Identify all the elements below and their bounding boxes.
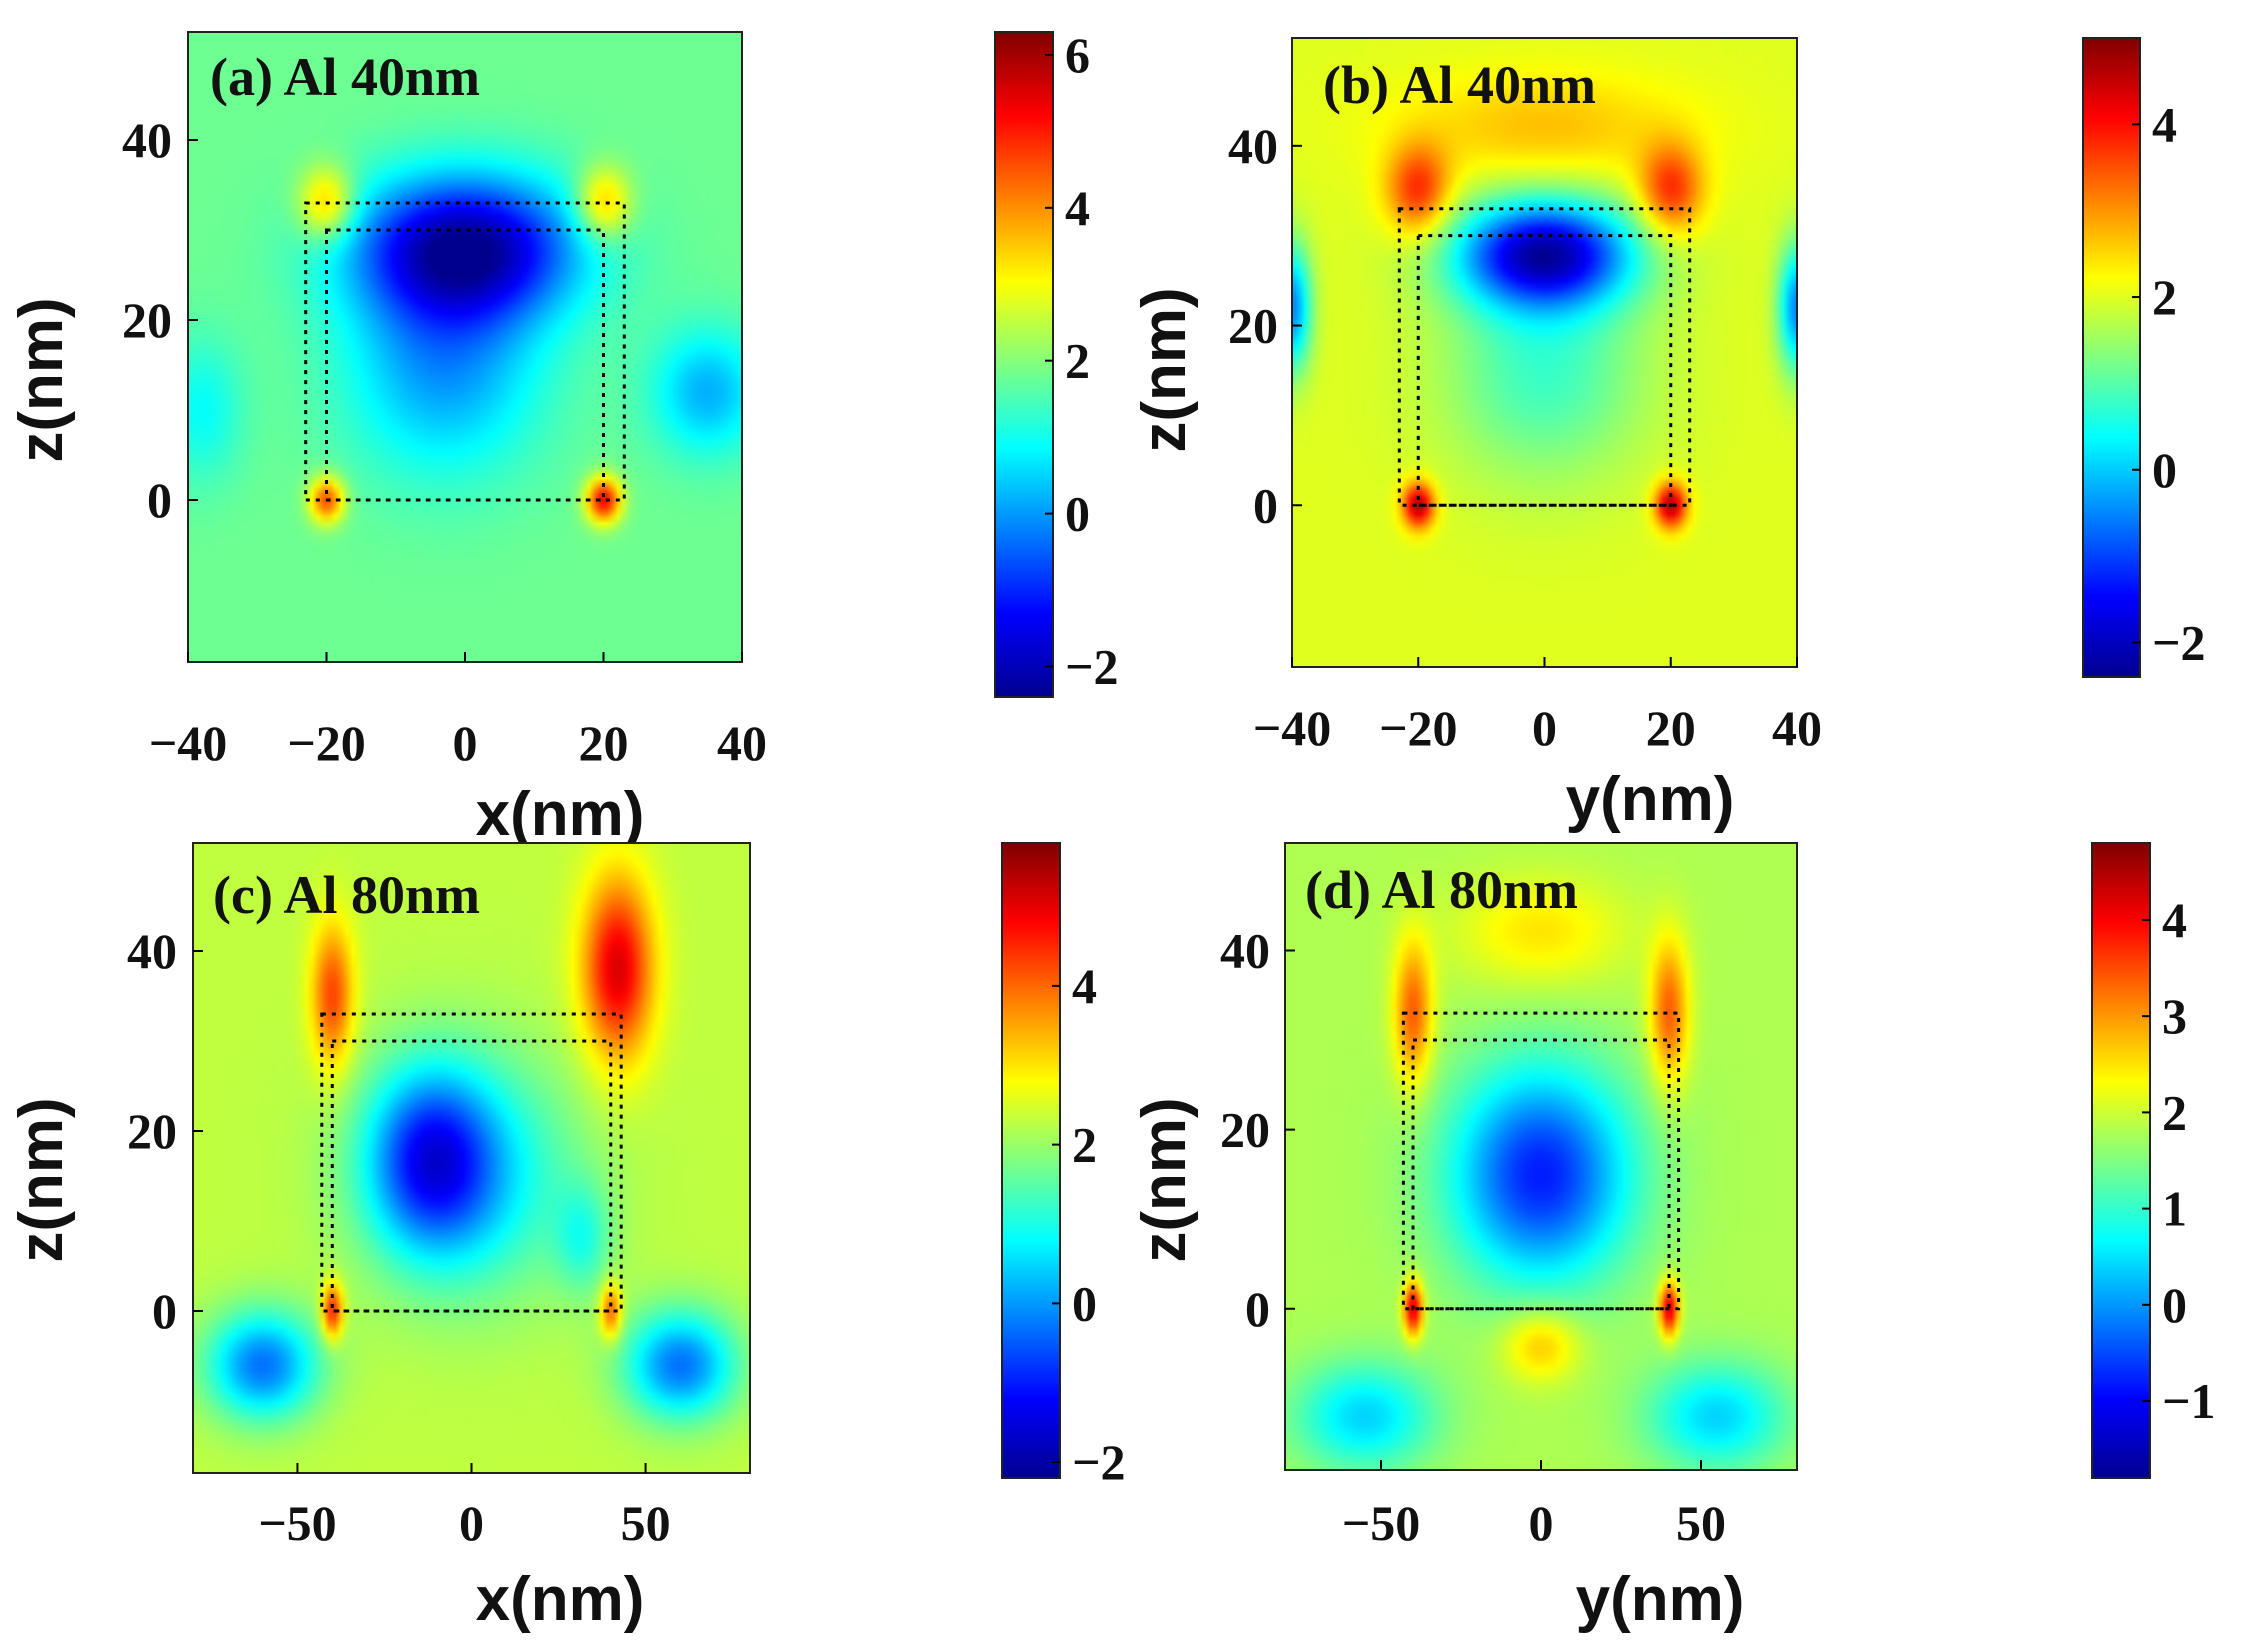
panel-c: −50 0 50 0 20 40 −2 0 2 4 (c) Al 80nm x(nm) z(nm): [7, 842, 1126, 1634]
x-tick-label: 20: [1646, 700, 1696, 756]
colorbar-tick-label: 4: [2152, 96, 2177, 152]
y-tick-label: 0: [1245, 1281, 1270, 1337]
y-tick-label: 40: [127, 923, 177, 979]
y-axis-label-c: z(nm): [7, 1097, 76, 1262]
colorbar: [1001, 842, 1061, 1479]
inner-core-outline: [1411, 1038, 1671, 1311]
inner-core-outline: [330, 1039, 613, 1313]
x-tick-label: −40: [149, 715, 228, 771]
heatmap-image: [193, 843, 750, 1473]
y-axis-label-a: z(nm): [7, 297, 76, 462]
colorbar-tick-label: −1: [2162, 1373, 2216, 1429]
x-tick-label: 20: [579, 715, 629, 771]
heatmap-c: −50 0 50 0 20 40 −2 0 2 4: [127, 842, 1126, 1551]
x-tick-label: 40: [1772, 700, 1822, 756]
colorbar-tick-label: 0: [1072, 1275, 1097, 1331]
panel-title-a: (a) Al 40nm: [210, 47, 480, 107]
x-axis-label-b: y(nm): [1566, 765, 1735, 834]
x-axis-label-c: x(nm): [476, 1565, 645, 1634]
x-axis-label-d: y(nm): [1576, 1565, 1745, 1634]
heatmap-image: [1292, 38, 1797, 667]
y-tick-label: 40: [1228, 118, 1278, 174]
x-tick-label: 50: [621, 1495, 671, 1551]
outer-shell-outline: [304, 201, 626, 502]
x-tick-label: −50: [1342, 1495, 1421, 1551]
outer-shell-outline: [1401, 1011, 1681, 1311]
x-tick-label: 0: [1532, 700, 1557, 756]
colorbar: [994, 31, 1054, 698]
y-tick-label: 20: [1228, 298, 1278, 354]
y-axis-label-d: z(nm): [1130, 1097, 1199, 1262]
heatmap-image: [188, 32, 742, 662]
x-tick-label: −20: [1379, 700, 1458, 756]
y-axis-label-b: z(nm): [1130, 287, 1199, 452]
colorbar-tick-label: 4: [2162, 892, 2187, 948]
heatmap-d: −50 0 50 0 20 40 −1 0 1 2 3 4: [1220, 842, 2216, 1551]
x-axis-label-a: x(nm): [476, 780, 645, 849]
y-tick-label: 0: [152, 1283, 177, 1339]
y-tick-label: 0: [147, 472, 172, 528]
x-tick-label: −20: [287, 715, 366, 771]
y-tick-label: 20: [1220, 1102, 1270, 1158]
colorbar-tick-label: 2: [1065, 333, 1090, 389]
colorbar-tick-label: 3: [2162, 988, 2187, 1044]
y-tick-label: 0: [1253, 477, 1278, 533]
y-tick-label: 20: [122, 292, 172, 348]
heatmap-image: [1285, 843, 1797, 1470]
colorbar-tick-label: 4: [1065, 180, 1090, 236]
panel-title-c: (c) Al 80nm: [213, 865, 480, 925]
colorbar-tick-label: 0: [2162, 1277, 2187, 1333]
x-tick-label: 0: [453, 715, 478, 771]
colorbar-tick-label: 1: [2162, 1181, 2187, 1237]
colorbar-tick-label: 2: [2152, 269, 2177, 325]
inner-core-outline: [325, 228, 605, 502]
colorbar-tick-label: −2: [2152, 614, 2206, 670]
panel-d: −50 0 50 0 20 40 −1 0 1 2 3 4 (d) Al 80nm y(nm) z(n…: [1130, 842, 2216, 1634]
x-tick-label: 40: [717, 715, 767, 771]
colorbar-tick-label: 0: [1065, 486, 1090, 542]
colorbar-tick-label: 2: [2162, 1084, 2187, 1140]
x-tick-label: 0: [459, 1495, 484, 1551]
colorbar: [2091, 842, 2151, 1479]
x-tick-label: 0: [1529, 1495, 1554, 1551]
colorbar-tick-label: 6: [1065, 27, 1090, 83]
y-tick-label: 40: [1220, 922, 1270, 978]
colorbar-tick-label: 0: [2152, 442, 2177, 498]
colorbar-tick-label: 4: [1072, 958, 1097, 1014]
y-tick-label: 20: [127, 1103, 177, 1159]
x-tick-label: 50: [1676, 1495, 1726, 1551]
outer-shell-outline: [1397, 207, 1692, 507]
panel-title-d: (d) Al 80nm: [1305, 860, 1578, 920]
colorbar-tick-label: −2: [1072, 1434, 1126, 1490]
y-tick-label: 40: [122, 112, 172, 168]
x-tick-label: −50: [258, 1495, 337, 1551]
colorbar-tick-label: 2: [1072, 1117, 1097, 1173]
colorbar-tick-label: −2: [1065, 638, 1119, 694]
panel-title-b: (b) Al 40nm: [1323, 55, 1596, 115]
x-tick-label: −40: [1253, 700, 1332, 756]
colorbar: [2082, 37, 2141, 678]
